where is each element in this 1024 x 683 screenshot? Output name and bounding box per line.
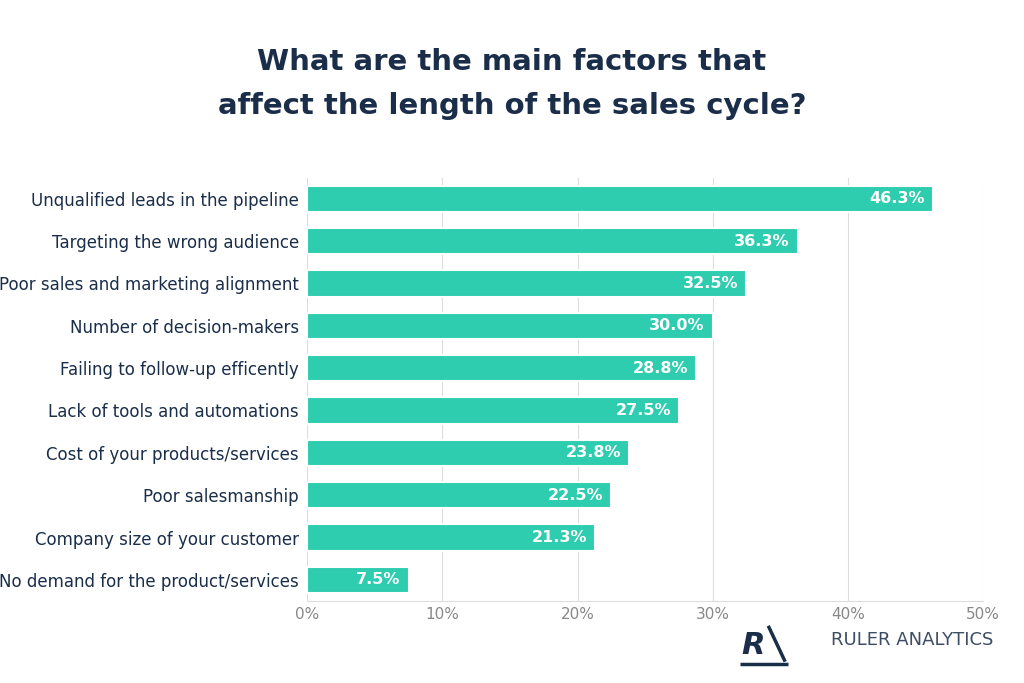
- Text: 36.3%: 36.3%: [734, 234, 790, 249]
- Text: What are the main factors that: What are the main factors that: [257, 48, 767, 76]
- Bar: [307, 440, 629, 466]
- Bar: [307, 313, 713, 339]
- Text: 23.8%: 23.8%: [565, 445, 621, 460]
- Bar: [307, 355, 696, 381]
- Text: 27.5%: 27.5%: [615, 403, 671, 418]
- Text: 32.5%: 32.5%: [683, 276, 738, 291]
- Bar: [307, 482, 611, 508]
- Text: 7.5%: 7.5%: [356, 572, 400, 587]
- Bar: [307, 398, 679, 423]
- Text: 28.8%: 28.8%: [633, 361, 688, 376]
- Text: R: R: [741, 631, 765, 660]
- Text: 22.5%: 22.5%: [548, 488, 603, 503]
- Text: 21.3%: 21.3%: [531, 530, 587, 545]
- Text: 46.3%: 46.3%: [869, 191, 925, 206]
- Bar: [307, 228, 798, 254]
- Text: 30.0%: 30.0%: [649, 318, 705, 333]
- Text: RULER ANALYTICS: RULER ANALYTICS: [830, 631, 993, 649]
- Text: affect the length of the sales cycle?: affect the length of the sales cycle?: [218, 92, 806, 120]
- Bar: [307, 567, 409, 593]
- Bar: [307, 525, 595, 550]
- Bar: [307, 186, 933, 212]
- Bar: [307, 270, 746, 296]
